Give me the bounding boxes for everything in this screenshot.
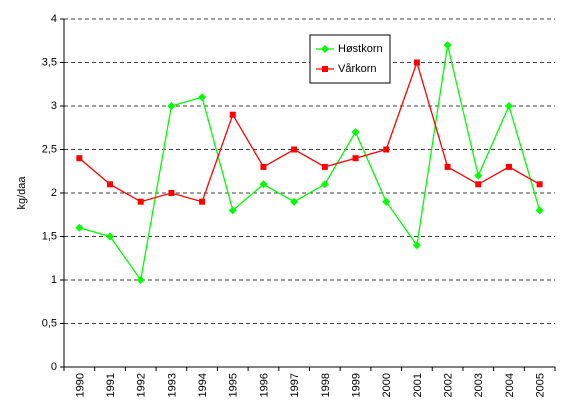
x-tick-label: 2002 (443, 373, 455, 397)
x-tick-label: 2003 (473, 373, 485, 397)
y-tick-label: 4 (51, 13, 57, 25)
x-tick-label: 1990 (74, 373, 86, 397)
point (259, 180, 268, 189)
x-tick-label: 1992 (136, 373, 148, 397)
x-tick-label: 2001 (412, 373, 424, 397)
y-tick-label: 3 (51, 100, 57, 112)
y-tick-label: 0 (51, 361, 57, 373)
point (475, 181, 482, 188)
point (413, 59, 420, 66)
point (383, 146, 390, 153)
y-tick-label: 1,5 (42, 230, 57, 242)
series-line (78, 60, 540, 203)
x-tick-label: 2000 (381, 373, 393, 397)
legend-marker (321, 45, 329, 53)
y-tick-label: 3,5 (42, 56, 57, 68)
point (107, 181, 114, 188)
point (505, 163, 512, 170)
point (444, 163, 451, 170)
point (76, 155, 83, 162)
point (504, 102, 513, 110)
x-tick-label: 1993 (166, 373, 178, 397)
x-tick-label: 1994 (197, 373, 209, 397)
point (229, 111, 236, 118)
legend-label: Vårkorn (338, 63, 377, 75)
point (260, 163, 267, 170)
y-tick-label: 2,5 (42, 143, 57, 155)
x-tick-label: 2005 (535, 373, 547, 397)
point (352, 155, 359, 162)
x-tick-label: 1996 (258, 373, 270, 397)
point (136, 276, 145, 284)
series-line (79, 44, 541, 282)
point (443, 41, 452, 50)
point (291, 146, 298, 153)
y-tick-label: 1 (51, 274, 57, 286)
point (228, 206, 237, 215)
x-tick-label: 1999 (350, 373, 362, 397)
point (382, 197, 391, 206)
point (199, 198, 206, 205)
x-tick-label: 1998 (320, 373, 332, 397)
x-tick-label: 2004 (504, 373, 516, 397)
point (168, 190, 175, 196)
x-tick-label: 1995 (228, 373, 240, 397)
point (167, 102, 176, 110)
point (106, 232, 115, 241)
legend-label: Høstkorn (338, 43, 383, 55)
y-tick-label: 0,5 (42, 317, 57, 329)
y-axis-title: kg/daa (16, 176, 28, 210)
x-tick-label: 1997 (289, 373, 301, 397)
point (474, 171, 483, 180)
point (75, 223, 84, 232)
point (412, 241, 421, 250)
point (321, 163, 328, 170)
legend-marker (322, 66, 328, 72)
legend-box (309, 34, 391, 84)
point (536, 181, 543, 188)
y-tick-label: 2 (51, 187, 57, 199)
point (351, 128, 360, 137)
x-tick-label: 1991 (105, 373, 117, 397)
point (198, 93, 207, 102)
point (535, 206, 544, 215)
point (290, 197, 299, 206)
point (320, 180, 329, 189)
point (137, 198, 144, 205)
